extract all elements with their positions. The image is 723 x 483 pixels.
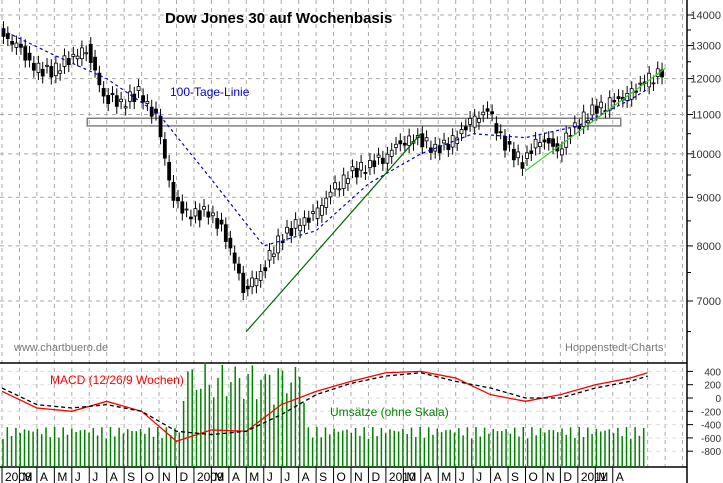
candles bbox=[1, 21, 664, 301]
x-tick-label: A bbox=[232, 470, 240, 483]
x-tick-label: N bbox=[546, 470, 555, 483]
y-tick-label: 10000 bbox=[690, 149, 721, 161]
x-tick-label: M bbox=[598, 470, 608, 483]
x-tick-label: S bbox=[127, 470, 135, 483]
y-tick-label: 8000 bbox=[697, 241, 721, 253]
x-tick-label: J bbox=[459, 470, 465, 483]
macd-label: MACD (12/26/9 Wochen) bbox=[50, 373, 184, 387]
resistance-band bbox=[86, 117, 622, 127]
x-tick-label: D bbox=[563, 470, 572, 483]
x-tick-label: A bbox=[40, 470, 48, 483]
x-tick-label: J bbox=[75, 470, 81, 483]
source-right-label: Hoppenstedt-Charts bbox=[565, 342, 664, 354]
y-tick-label: 14000 bbox=[690, 10, 721, 22]
volume-label: Umsätze (ohne Skala) bbox=[330, 405, 449, 419]
x-tick-label: D bbox=[180, 470, 189, 483]
x-tick-label: M bbox=[57, 470, 67, 483]
x-tick-label: M bbox=[406, 470, 416, 483]
macd-tick-label: 400 bbox=[704, 367, 721, 378]
x-tick-label: M bbox=[22, 470, 32, 483]
x-tick-label: M bbox=[249, 470, 259, 483]
macd-tick-label: -800 bbox=[701, 447, 721, 458]
grid bbox=[0, 0, 687, 467]
x-tick-label: 2011 bbox=[581, 470, 607, 483]
x-tick-label: A bbox=[302, 470, 310, 483]
macd-tick-label: -200 bbox=[701, 407, 721, 418]
macd-tick-label: 0 bbox=[715, 394, 721, 405]
x-tick-label: J bbox=[284, 470, 290, 483]
x-tick-label: O bbox=[529, 470, 538, 483]
y-tick-label: 13000 bbox=[690, 41, 721, 53]
x-tick-label: J bbox=[267, 470, 273, 483]
y-tick-label: 11000 bbox=[691, 110, 721, 122]
x-tick-label: S bbox=[511, 470, 519, 483]
y-tick-label: 7000 bbox=[697, 296, 721, 308]
ma-100-line bbox=[1, 29, 648, 247]
x-tick-label: A bbox=[110, 470, 118, 483]
x-tick-label: S bbox=[319, 470, 327, 483]
macd-tick-label: 200 bbox=[704, 381, 721, 392]
macd-tick-label: -400 bbox=[701, 421, 721, 432]
x-tick-label: N bbox=[354, 470, 363, 483]
x-tick-label: 2010 bbox=[389, 470, 416, 483]
macd-line bbox=[1, 370, 648, 442]
x-tick-label: 2009 bbox=[197, 470, 224, 483]
x-tick-label: M bbox=[441, 470, 451, 483]
x-tick-label: J bbox=[92, 470, 98, 483]
x-tick-label: A bbox=[424, 470, 432, 483]
trendline-2 bbox=[525, 67, 666, 172]
trendline-1 bbox=[245, 133, 422, 332]
macd-tick-label: -600 bbox=[701, 434, 721, 445]
x-tick-label: 2008 bbox=[5, 470, 32, 483]
x-tick-label: M bbox=[214, 470, 224, 483]
signal-line bbox=[1, 372, 648, 436]
chart-title: Dow Jones 30 auf Wochenbasis bbox=[165, 10, 393, 27]
y-tick-label: 9000 bbox=[697, 192, 721, 204]
x-tick-label: O bbox=[145, 470, 154, 483]
x-tick-label: J bbox=[476, 470, 482, 483]
x-tick-label: A bbox=[616, 470, 624, 483]
x-tick-label: O bbox=[337, 470, 346, 483]
volume-bars bbox=[2, 362, 645, 467]
source-left-label: www.chartbuero.de bbox=[14, 342, 109, 354]
x-tick-label: N bbox=[162, 470, 171, 483]
x-tick-label: D bbox=[371, 470, 380, 483]
y-tick-label: 12000 bbox=[690, 74, 721, 86]
ma-label: 100-Tage-Linie bbox=[170, 85, 250, 99]
x-tick-label: A bbox=[494, 470, 502, 483]
